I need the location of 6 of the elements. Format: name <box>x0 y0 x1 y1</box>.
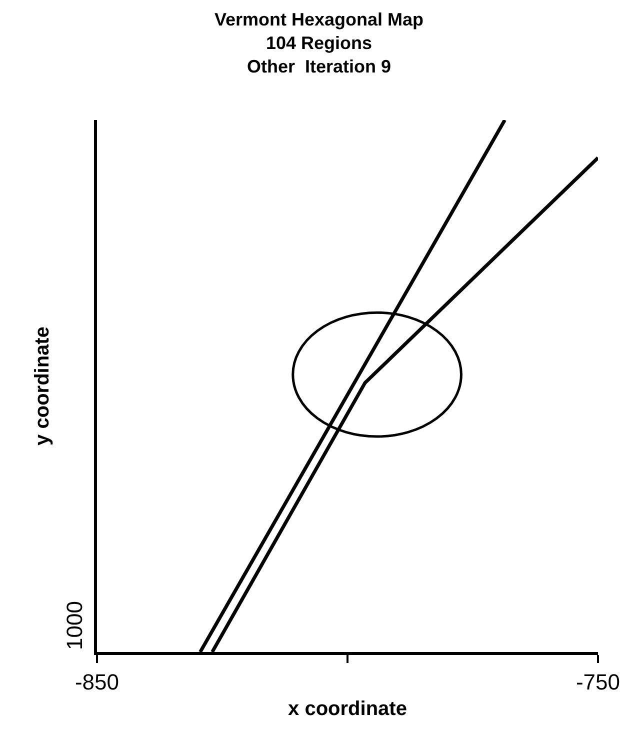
x-tick-label: -850 <box>74 669 120 694</box>
x-tick-label: -750 <box>576 669 620 694</box>
chart-title: Vermont Hexagonal Map 104 Regions Other Iteration 9 <box>214 10 424 76</box>
y-axis-title: y coordinate <box>32 326 54 446</box>
x-axis-title: x coordinate <box>288 698 407 720</box>
text: 1000 <box>62 601 87 650</box>
